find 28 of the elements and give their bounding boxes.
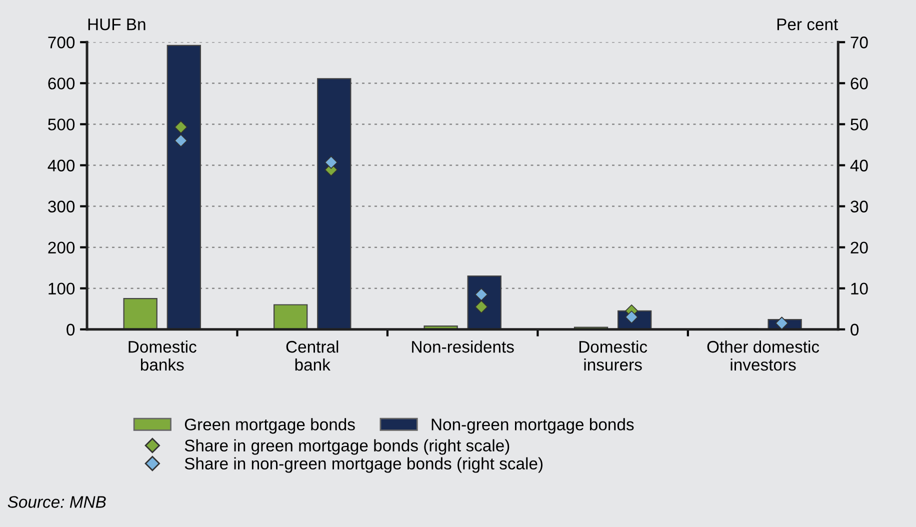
x-tick-label: Domestic insurers — [579, 340, 648, 371]
y2-tick-label: 40 — [850, 160, 868, 172]
y2-tick-label: 10 — [851, 282, 868, 295]
x-tick-label: Other domestic investors — [707, 340, 820, 371]
y-tick-label: 200 — [48, 242, 75, 254]
x-tick-label: Domestic banks — [128, 340, 196, 371]
y2-axis-title: Per cent — [777, 18, 838, 30]
y-tick-label: 0 — [66, 324, 75, 336]
legend-label: Share in non-green mortgage bonds (right scale) — [184, 457, 543, 473]
x-tick-label: Central bank — [286, 340, 338, 371]
y2-tick-label: 60 — [850, 78, 868, 90]
legend-label: Green mortgage bonds — [184, 418, 355, 434]
y2-tick-label: 20 — [850, 242, 868, 254]
y2-tick-label: 70 — [850, 36, 868, 48]
legend-label: Non-green mortgage bonds — [432, 418, 634, 434]
y-tick-label: 600 — [48, 78, 75, 90]
y-tick-label: 400 — [48, 160, 75, 172]
legend-label: Share in green mortgage bonds (right scale) — [184, 439, 510, 455]
source-note: Source: MNB — [8, 496, 106, 508]
y-tick-label: 500 — [48, 118, 75, 130]
y2-tick-label: 30 — [850, 200, 868, 212]
y-axis-title: HUF Bn — [88, 18, 146, 30]
y-tick-label: 700 — [48, 36, 75, 48]
y-tick-label: 300 — [48, 200, 75, 212]
y2-tick-label: 0 — [850, 324, 859, 336]
x-tick-label: Non-residents — [412, 340, 514, 353]
y-tick-label: 100 — [48, 282, 75, 295]
y2-tick-label: 50 — [850, 118, 868, 130]
